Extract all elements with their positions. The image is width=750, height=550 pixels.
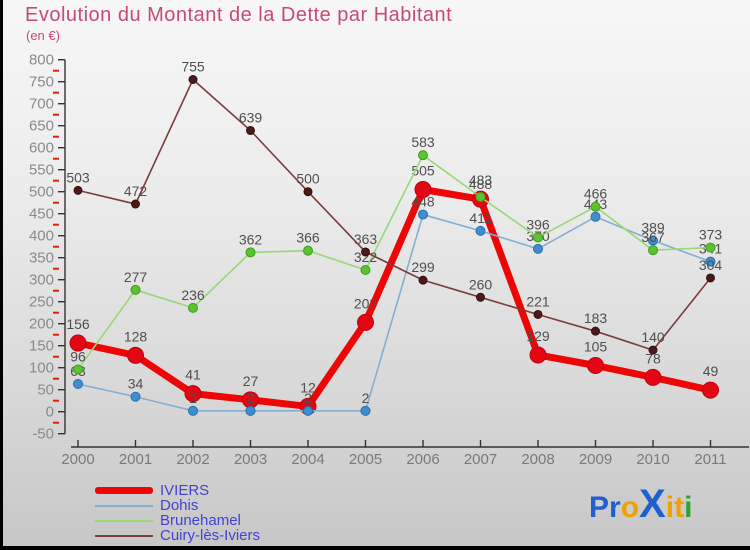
value-label: 183 [584,310,608,326]
value-label: 2 [189,390,197,406]
value-label: 236 [181,287,205,303]
logo-letter: P [589,491,610,524]
value-label: 448 [411,194,435,210]
value-label: 304 [699,257,723,273]
svg-text:600: 600 [29,140,54,157]
value-label: 466 [584,186,608,202]
value-label: 140 [641,329,665,345]
svg-text:2005: 2005 [349,451,382,468]
value-label: 34 [128,376,144,392]
svg-text:2006: 2006 [406,451,439,468]
value-label: 299 [411,259,435,275]
svg-text:200: 200 [29,316,54,333]
svg-text:350: 350 [29,250,54,267]
legend-swatch [95,487,153,494]
value-label: 583 [411,134,435,150]
legend-item-iviers: IVIERS [95,482,260,499]
svg-text:2010: 2010 [636,451,669,468]
svg-text:0: 0 [46,404,54,421]
legend-item-brunehamel: Brunehamel [95,512,260,529]
value-label: 221 [526,293,550,309]
svg-text:2007: 2007 [464,451,497,468]
legend-swatch [95,519,153,522]
svg-text:50: 50 [37,382,54,399]
legend-label: Dohis [160,497,199,514]
legend-label: Cuiry-lès-Iviers [160,527,261,544]
logo-letter: o [620,491,640,524]
proxiti-logo: ProXiti [589,482,692,527]
svg-text:2009: 2009 [579,451,612,468]
svg-text:450: 450 [29,206,54,223]
svg-text:800: 800 [29,52,54,69]
value-label: 363 [354,231,378,247]
logo-letter: X [639,482,666,526]
logo-letter: i [665,491,675,524]
value-label: 500 [296,171,320,187]
svg-text:100: 100 [29,360,54,377]
value-label: 488 [469,176,493,192]
value-label: 389 [641,220,665,236]
value-label: 105 [584,339,608,355]
legend-swatch [95,534,153,537]
value-label: 639 [239,110,263,126]
svg-text:2008: 2008 [521,451,554,468]
value-label: 367 [641,229,665,245]
svg-text:2001: 2001 [119,451,152,468]
value-label: 322 [354,249,378,265]
value-label: 96 [70,348,86,364]
value-label: 2 [247,390,255,406]
value-label: 129 [526,328,550,344]
svg-text:650: 650 [29,118,54,135]
legend-label: Brunehamel [160,512,241,529]
legend-swatch [95,504,153,507]
value-label: 49 [703,363,719,379]
value-label: 483 [469,172,493,188]
value-label: 362 [239,231,263,247]
svg-text:2002: 2002 [176,451,209,468]
value-label: 78 [645,350,661,366]
chart-legend: IVIERS Dohis Brunehamel Cuiry-lès-Iviers [95,482,261,544]
svg-text:550: 550 [29,162,54,179]
legend-label: IVIERS [160,482,210,499]
value-label: 2 [362,390,370,406]
svg-text:2004: 2004 [291,451,324,468]
value-label: 203 [354,295,378,311]
value-label: 128 [124,328,148,344]
svg-text:300: 300 [29,272,54,289]
logo-letter: r [609,491,621,524]
line-chart-canvas: -50 0 50 100 150 200 250 300 350 400 450 500 550 600 6… [29,52,749,468]
chart-subtitle: (en €) [26,28,60,43]
value-label: 27 [243,373,259,389]
svg-text:2000: 2000 [61,451,94,468]
svg-text:500: 500 [29,184,54,201]
logo-letter: i [684,491,693,524]
value-label: 277 [124,269,148,285]
value-label: 755 [181,59,205,75]
value-label: 373 [699,227,723,243]
value-label: 260 [469,276,493,292]
svg-text:2011: 2011 [694,451,726,468]
value-label: 472 [124,183,148,199]
svg-text:700: 700 [29,96,54,113]
value-label: 503 [66,169,90,185]
svg-text:400: 400 [29,228,54,245]
value-label: 41 [185,367,201,383]
value-label: 366 [296,230,320,246]
legend-item-dohis: Dohis [95,497,260,514]
svg-text:2003: 2003 [234,451,267,468]
svg-text:-50: -50 [32,426,54,443]
legend-item-cuiry-l-s-iviers: Cuiry-lès-Iviers [95,527,261,544]
svg-text:750: 750 [29,74,54,91]
value-label: 396 [526,216,550,232]
svg-text:150: 150 [29,338,54,355]
chart-title: Evolution du Montant de la Dette par Hab… [25,4,453,26]
value-label: 411 [469,210,492,226]
logo-letter: t [674,491,685,524]
value-label: 156 [66,316,90,332]
value-label: 12 [300,379,316,395]
value-label: 2 [304,390,312,406]
svg-text:250: 250 [29,294,54,311]
